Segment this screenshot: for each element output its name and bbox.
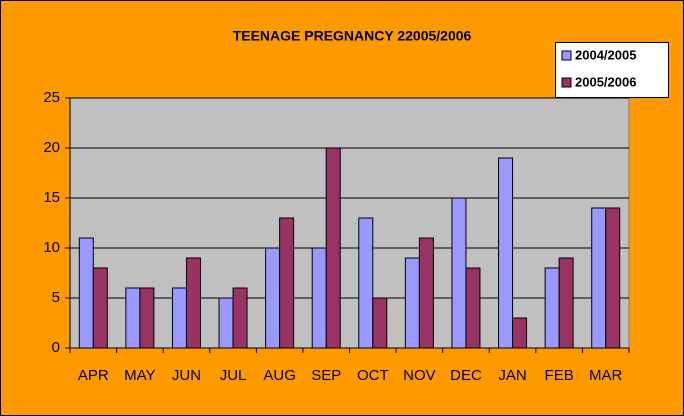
- y-tick-label: 5: [52, 289, 60, 306]
- chart-title: TEENAGE PREGNANCY 22005/2006: [233, 28, 472, 44]
- x-tick-label: MAY: [124, 367, 155, 384]
- bar: [418, 237, 434, 349]
- legend: 2004/2005 2005/2006: [555, 42, 669, 98]
- legend-swatch: [561, 77, 572, 88]
- y-tick-label: 10: [43, 239, 60, 256]
- x-tick-label: JUN: [172, 367, 201, 384]
- bar: [465, 267, 481, 349]
- bar: [171, 287, 187, 349]
- y-tick-label: 15: [43, 189, 60, 206]
- legend-swatch: [561, 50, 572, 61]
- y-tick-label: 25: [43, 89, 60, 106]
- bar: [279, 217, 295, 349]
- bar: [372, 297, 388, 349]
- y-tick-label: 0: [52, 339, 60, 356]
- bar: [512, 317, 528, 349]
- bar: [451, 197, 467, 349]
- bar: [232, 287, 248, 349]
- legend-label: 2005/2006: [575, 74, 636, 89]
- bar: [185, 257, 201, 349]
- bar: [139, 287, 155, 349]
- legend-label: 2004/2005: [575, 47, 636, 62]
- y-tick-label: 20: [43, 139, 60, 156]
- bar: [558, 257, 574, 349]
- bar: [591, 207, 607, 349]
- x-tick-label: FEB: [545, 367, 574, 384]
- bar: [311, 247, 327, 349]
- x-tick-label: OCT: [357, 367, 389, 384]
- bar: [265, 247, 281, 349]
- bar: [404, 257, 420, 349]
- x-tick-label: SEP: [311, 367, 341, 384]
- x-tick-label: JAN: [498, 367, 526, 384]
- bar: [498, 157, 514, 349]
- x-tick-label: DEC: [450, 367, 482, 384]
- bar: [92, 267, 108, 349]
- bar: [544, 267, 560, 349]
- bar: [218, 297, 234, 349]
- x-tick-label: MAR: [589, 367, 623, 384]
- x-tick-label: AUG: [263, 367, 296, 384]
- bar: [78, 237, 94, 349]
- x-tick-label: NOV: [403, 367, 436, 384]
- bar: [358, 217, 374, 349]
- x-tick-label: JUL: [220, 367, 247, 384]
- x-tick-label: APR: [78, 367, 109, 384]
- bar: [605, 207, 621, 349]
- bar: [325, 147, 341, 349]
- bar: [125, 287, 141, 349]
- plot-area: [69, 97, 630, 349]
- legend-box: [555, 42, 669, 98]
